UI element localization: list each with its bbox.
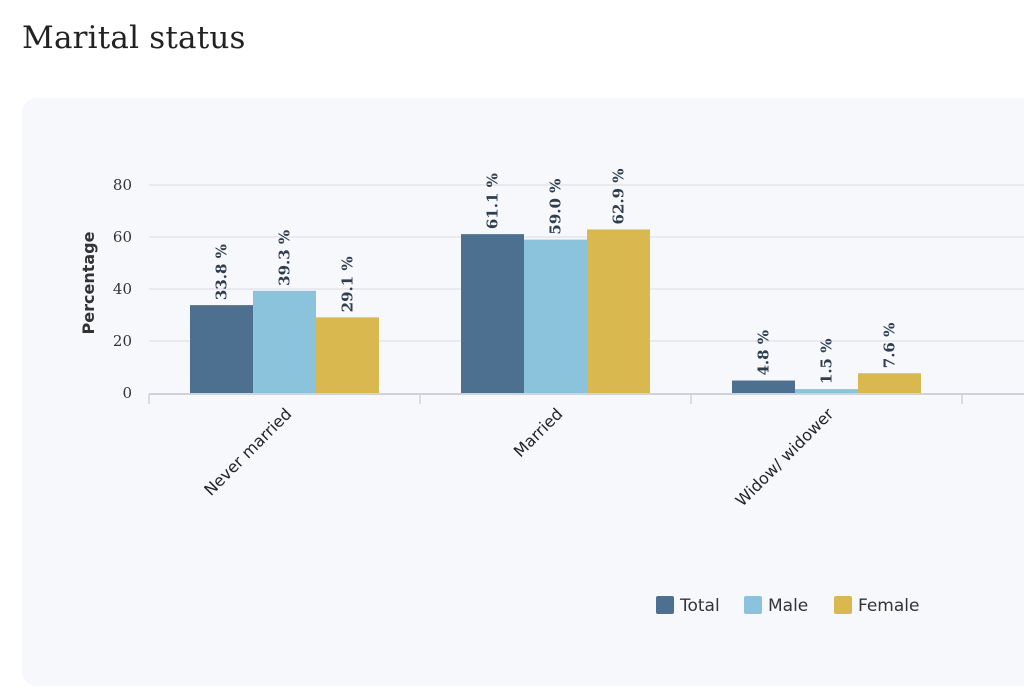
- bar-chart: 0 20 40 60 80 Percentage 33.8 % 39.3 % 29.1 % 6…: [79, 168, 1024, 616]
- data-label: 29.1 %: [339, 256, 357, 312]
- data-label: 39.3 %: [276, 230, 294, 286]
- y-tick-label: 0: [122, 384, 132, 402]
- legend-item-total[interactable]: Total: [656, 596, 720, 616]
- legend-label: Total: [679, 596, 720, 616]
- bar-male[interactable]: [795, 389, 858, 393]
- bar-total[interactable]: [461, 234, 524, 393]
- x-category-label: Never married: [200, 404, 295, 499]
- data-label: 33.8 %: [213, 244, 231, 300]
- bar-female[interactable]: [316, 317, 379, 393]
- bar-total[interactable]: [732, 380, 795, 393]
- y-tick-label: 60: [113, 228, 132, 246]
- bar-female[interactable]: [858, 373, 921, 393]
- y-axis-title: Percentage: [79, 231, 98, 334]
- legend-swatch: [834, 596, 852, 614]
- data-labels: 33.8 % 39.3 % 29.1 % 61.1 % 59.0 % 62.9 % 4.8 …: [213, 168, 899, 384]
- legend-swatch: [656, 596, 674, 614]
- bar-total[interactable]: [190, 305, 253, 393]
- chart-card: 0 20 40 60 80 Percentage 33.8 % 39.3 % 29.1 % 6…: [22, 98, 1024, 686]
- bars: [190, 229, 921, 393]
- y-tick-label: 20: [113, 332, 132, 350]
- x-axis: Never married Married Widow/ widower: [148, 393, 1024, 510]
- bar-male[interactable]: [253, 290, 316, 393]
- legend-item-male[interactable]: Male: [744, 596, 808, 616]
- data-label: 61.1 %: [484, 173, 502, 229]
- x-category-label: Married: [510, 404, 567, 461]
- y-tick-label: 40: [113, 280, 132, 298]
- legend-swatch: [744, 596, 762, 614]
- data-label: 59.0 %: [547, 179, 565, 235]
- page-title: Marital status: [22, 20, 246, 56]
- data-label: 4.8 %: [755, 330, 773, 376]
- bar-male[interactable]: [524, 239, 587, 393]
- legend-label: Female: [858, 596, 919, 616]
- data-label: 1.5 %: [818, 339, 836, 385]
- data-label: 7.6 %: [881, 323, 899, 369]
- data-label: 62.9 %: [610, 168, 628, 224]
- x-category-label: Widow/ widower: [732, 404, 838, 510]
- legend-item-female[interactable]: Female: [834, 596, 919, 616]
- legend[interactable]: Total Male Female: [656, 596, 919, 616]
- legend-label: Male: [768, 596, 808, 616]
- bar-female[interactable]: [587, 229, 650, 393]
- y-tick-label: 80: [113, 176, 132, 194]
